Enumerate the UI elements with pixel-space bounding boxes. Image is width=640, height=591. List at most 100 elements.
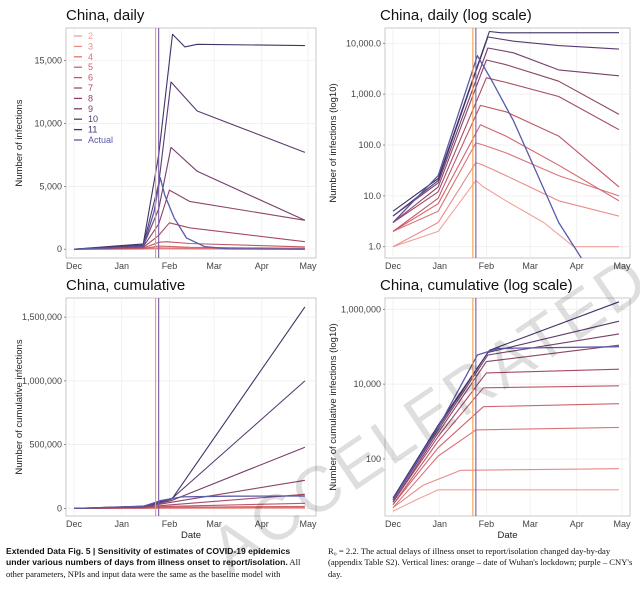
series-line-8 [392,59,620,223]
chart-panel-2: China, daily (log scale) 1.0 10.0 100.0 1,00… [328,7,631,271]
x-tick-label: May [299,261,317,271]
legend-entry: 4 [88,52,93,62]
legend-entry: 2 [88,31,93,41]
y-tick-label: 15,000 [34,56,62,66]
x-tick-label: Mar [206,261,222,271]
y-axis-label: Number of infections [14,99,25,186]
legend-entry: 8 [88,93,93,103]
y-tick-label: 0 [57,503,62,513]
panel-title: China, daily [66,7,145,24]
x-tick-label: Apr [570,519,584,529]
panel-title: China, cumulative [66,277,185,294]
x-tick-label: Mar [206,519,222,529]
y-axis-label: Number of cumulative infections [14,339,25,474]
x-tick-label: Apr [255,261,269,271]
series-line-6 [73,241,305,250]
y-tick-label: 1.0 [368,242,381,252]
legend-entry: 11 [88,125,97,135]
legend-entry: 3 [88,41,93,51]
plot-frame [384,297,631,517]
series-group [73,306,306,510]
y-tick-label: 10,000.0 [346,38,381,48]
series-line-11 [392,301,620,499]
y-axis-label: Number of cumulative infections (log10) [328,323,339,490]
x-tick-label: Jan [114,519,129,529]
x-tick-label: Dec [385,261,402,271]
series-line-Actual [392,346,620,501]
x-tick-label: Mar [522,519,538,529]
series-line-3 [392,468,620,509]
y-tick-label: 100.0 [358,140,381,150]
caption-left: Extended Data Fig. 5 | Sensitivity of es… [6,546,312,580]
y-axis-label: Number of infections (log10) [328,83,339,202]
legend-entry: 5 [88,62,93,72]
series-line-11 [73,33,305,250]
series-group [392,30,620,258]
x-tick-label: Feb [162,519,178,529]
y-tick-label: 1,000,000 [341,304,381,314]
y-tick-label: 1,000.0 [351,89,381,99]
x-tick-label: Dec [385,519,402,529]
y-tick-label: 10,000 [353,379,381,389]
x-tick-label: Jan [114,261,129,271]
series-group [73,33,306,250]
x-tick-label: Dec [66,519,83,529]
legend-entry: 6 [88,73,93,83]
x-tick-label: Apr [255,519,269,529]
series-line-4 [392,142,620,232]
caption-left-text: All other parameters, NPIs and input dat… [6,557,301,579]
y-tick-label: 500,000 [29,440,62,450]
series-line-2 [392,489,619,512]
plot-frame [65,27,317,259]
legend-entry: 10 [88,114,98,124]
figure-caption: Extended Data Fig. 5 | Sensitivity of es… [6,546,634,580]
series-line-3 [392,162,620,248]
series-line-5 [392,403,620,506]
panel-title: China, cumulative (log scale) [380,277,573,294]
x-tick-label: Jan [432,519,447,529]
y-tick-label: 5,000 [39,181,62,191]
legend-entry: 7 [88,83,93,93]
y-tick-label: 1,000,000 [22,376,62,386]
plot-frame [65,297,317,517]
series-line-2 [392,180,619,248]
chart-panel-1: China, daily 0 5,000 10,000 15,000 Dec Jan Feb M… [14,7,317,271]
x-tick-label: Feb [162,261,178,271]
x-axis-label: Date [497,530,517,541]
y-tick-label: 100 [366,454,381,464]
series-line-5 [392,124,620,232]
caption-bold: Extended Data Fig. 5 | Sensitivity of es… [6,546,291,568]
plot-frame [384,27,631,259]
y-tick-label: 10,000 [34,119,62,129]
y-tick-label: 1,500,000 [22,312,62,322]
series-line-9 [392,333,620,501]
series-line-Actual [73,176,305,250]
legend-entry: Actual [88,135,113,145]
figure-canvas: China, daily 0 5,000 10,000 15,000 Dec Jan Feb M… [14,7,631,541]
caption-right: R₀ = 2.2. The actual delays of illness o… [328,546,633,579]
series-line-7 [392,368,620,503]
series-line-4 [392,426,620,509]
series-line-10 [73,81,306,250]
series-line-6 [392,104,620,232]
series-line-9 [73,146,306,250]
series-line-11 [392,30,620,212]
x-tick-label: Apr [570,261,584,271]
series-line-8 [392,344,620,503]
y-tick-label: 0 [57,244,62,254]
series-line-10 [392,36,620,217]
series-line-9 [392,47,620,217]
chart-panel-3: China, cumulative 0 500,000 1,000,000 1,500,… [14,277,317,541]
x-tick-label: Jan [432,261,447,271]
series-line-7 [392,77,620,223]
x-tick-label: Dec [66,261,83,271]
chart-panel-4: China, cumulative (log scale) 100 10,000 1,… [328,277,631,541]
y-tick-label: 10.0 [363,191,381,201]
panel-title: China, daily (log scale) [380,7,532,24]
x-axis-label: Date [181,530,201,541]
x-tick-label: Feb [479,261,495,271]
x-tick-label: May [299,519,317,529]
series-group [392,301,620,512]
x-tick-label: May [613,519,631,529]
series-line-6 [392,385,620,506]
